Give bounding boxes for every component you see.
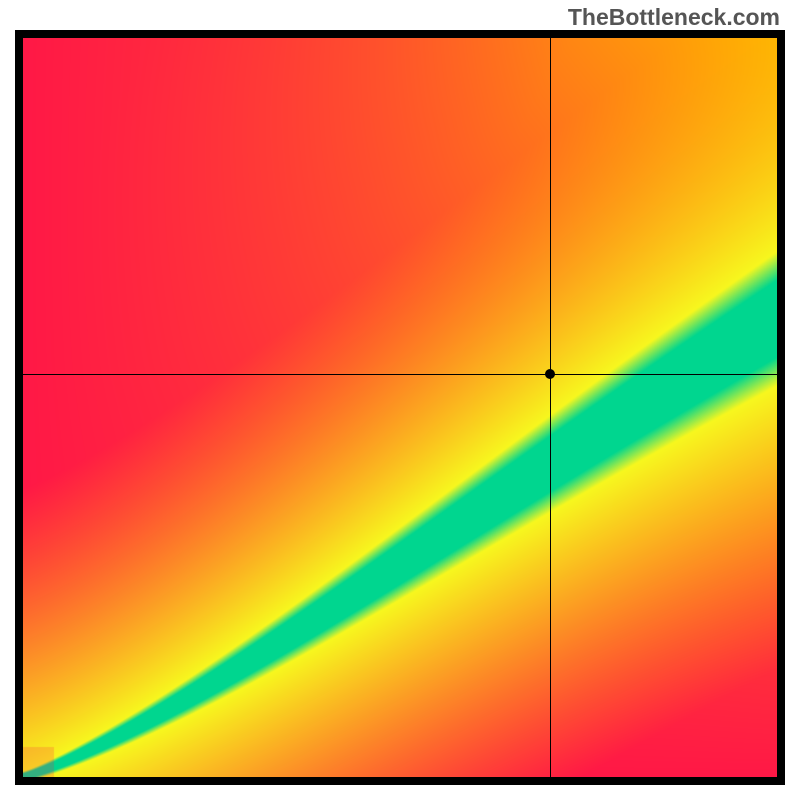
crosshair-marker	[545, 369, 555, 379]
crosshair-horizontal	[23, 374, 777, 375]
chart-container: TheBottleneck.com	[0, 0, 800, 800]
heatmap-canvas	[23, 38, 777, 777]
plot-frame	[15, 30, 785, 785]
watermark-text: TheBottleneck.com	[568, 4, 780, 31]
crosshair-vertical	[550, 38, 551, 777]
